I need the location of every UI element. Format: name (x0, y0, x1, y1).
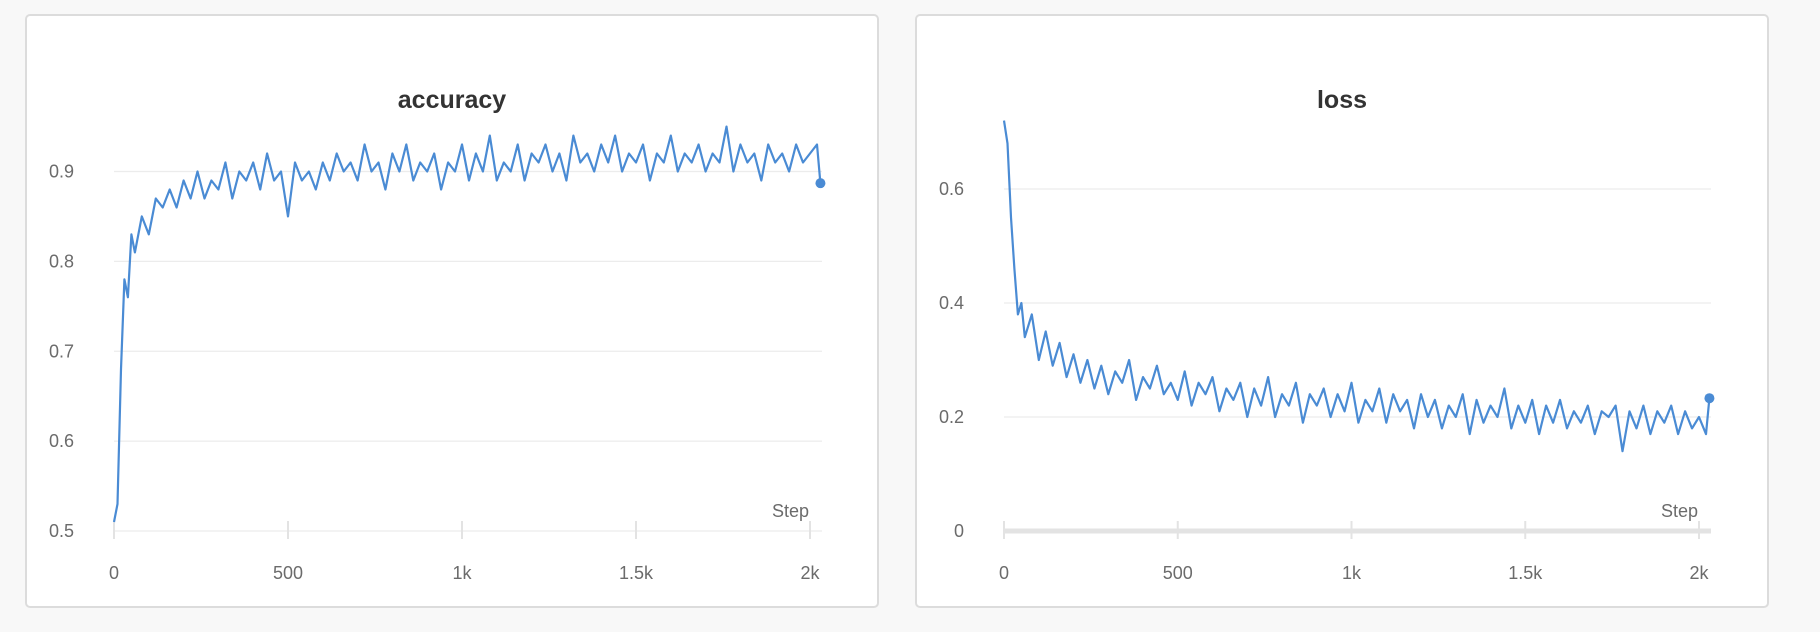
y-tick-label: 0.7 (49, 341, 74, 361)
loss-chart-panel[interactable]: loss 0 0.2 0.4 0.6 0 500 1k 1.5k 2k Step (915, 14, 1769, 608)
x-tick-label: 1.5k (1508, 563, 1543, 583)
x-tick-label: 1k (452, 563, 472, 583)
x-tick-label: 0 (109, 563, 119, 583)
x-tick-label: 2k (1689, 563, 1709, 583)
y-tick-label: 0.9 (49, 162, 74, 182)
y-tick-label: 0.6 (49, 431, 74, 451)
loss-plot: 0 0.2 0.4 0.6 0 500 1k 1.5k 2k Step (939, 120, 1715, 583)
y-tick-label: 0.8 (49, 251, 74, 271)
y-tick-label: 0.4 (939, 293, 964, 313)
x-tick-label: 500 (1163, 563, 1193, 583)
x-tick-label: 500 (273, 563, 303, 583)
y-tick-label: 0.5 (49, 521, 74, 541)
y-tick-label: 0.6 (939, 179, 964, 199)
last-point-marker (815, 178, 826, 189)
y-tick-label: 0.2 (939, 407, 964, 427)
y-tick-label: 0 (954, 521, 964, 541)
x-tick-label: 1k (1342, 563, 1362, 583)
x-tick-label: 1.5k (619, 563, 654, 583)
accuracy-chart-panel[interactable]: accuracy 0.5 0.6 0.7 0.8 0.9 0 500 1k 1.5k 2k Step (25, 14, 879, 608)
chart-title: accuracy (397, 86, 507, 114)
series-line-loss (1002, 120, 1711, 453)
accuracy-plot: 0.5 0.6 0.7 0.8 0.9 0 500 1k 1.5k 2k Step (49, 125, 826, 583)
x-axis-label: Step (772, 501, 809, 521)
x-tick-label: 0 (999, 563, 1009, 583)
x-axis-label: Step (1661, 501, 1698, 521)
last-point-marker (1704, 393, 1715, 404)
series-line-accuracy (112, 125, 822, 523)
chart-title: loss (1316, 86, 1368, 114)
x-tick-label: 2k (800, 563, 820, 583)
